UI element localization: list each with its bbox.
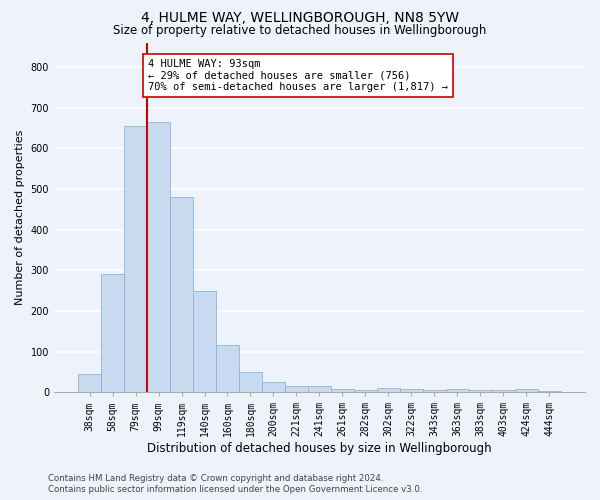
Bar [170,197,193,392]
Bar [193,290,216,392]
Bar [78,374,101,392]
Bar [538,391,561,392]
Bar [469,390,492,392]
Bar [331,389,354,392]
X-axis label: Distribution of detached houses by size in Wellingborough: Distribution of detached houses by size … [147,442,492,455]
Bar [285,386,308,392]
Bar [446,389,469,392]
Bar [124,126,147,392]
Text: 4, HULME WAY, WELLINGBOROUGH, NN8 5YW: 4, HULME WAY, WELLINGBOROUGH, NN8 5YW [141,12,459,26]
Bar [262,382,285,392]
Bar [492,390,515,392]
Bar [101,274,124,392]
Bar [423,390,446,392]
Bar [377,388,400,392]
Text: Size of property relative to detached houses in Wellingborough: Size of property relative to detached ho… [113,24,487,37]
Bar [216,346,239,392]
Bar [400,390,423,392]
Bar [147,122,170,392]
Bar [239,372,262,392]
Bar [354,390,377,392]
Y-axis label: Number of detached properties: Number of detached properties [15,130,25,305]
Bar [308,386,331,392]
Text: Contains HM Land Registry data © Crown copyright and database right 2024.
Contai: Contains HM Land Registry data © Crown c… [48,474,422,494]
Bar [515,389,538,392]
Text: 4 HULME WAY: 93sqm
← 29% of detached houses are smaller (756)
70% of semi-detach: 4 HULME WAY: 93sqm ← 29% of detached hou… [148,59,448,92]
